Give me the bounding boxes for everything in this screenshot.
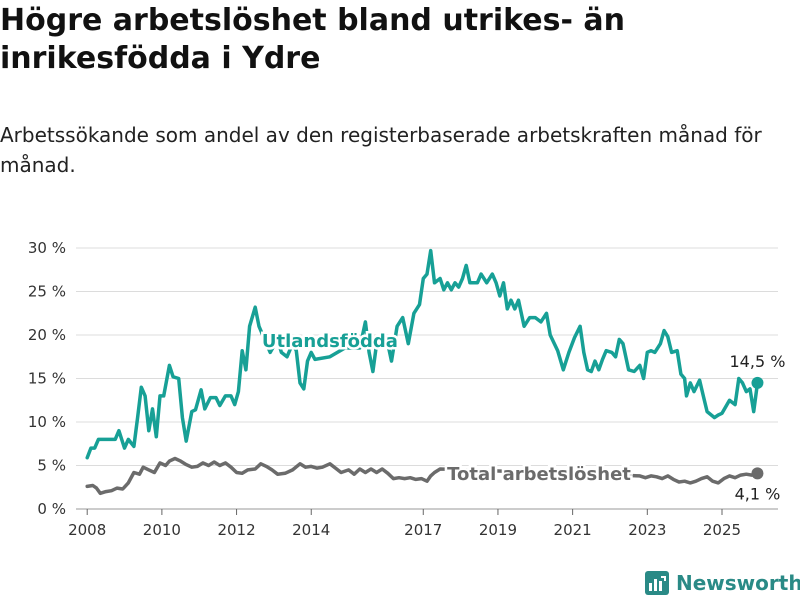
y-tick-label: 25 %	[28, 283, 66, 301]
chart-subtitle: Arbetssökande som andel av den registerb…	[0, 123, 762, 177]
series-lines: 14,5 % 4,1 %	[85, 248, 786, 503]
x-tick-label: 2017	[404, 521, 442, 539]
x-tick-label: 2012	[217, 521, 255, 539]
x-tick-label: 2019	[479, 521, 517, 539]
series-end-point-total-arbetsl-shet	[751, 467, 764, 480]
x-tick-label: 2010	[143, 521, 181, 539]
x-tick-label: 2008	[68, 521, 106, 539]
series-annotation-label: Total arbetslöshet	[447, 464, 631, 485]
newsworthy-logo-icon	[645, 571, 669, 595]
series-line-total-arbetsl-shet	[85, 456, 760, 496]
y-tick-label: 5 %	[37, 457, 66, 475]
series-line-utlandsf-dda	[85, 248, 760, 460]
series-end-label-total-arbetsl-shet: 4,1 %	[735, 484, 781, 503]
y-tick-label: 30 %	[28, 239, 66, 257]
y-tick-label: 0 %	[37, 500, 66, 518]
x-axis: 2008 2010 2012 2014 2017 2019 2021 2023 2025	[68, 509, 741, 539]
chart-title: Högre arbetslöshet bland utrikes- än inr…	[0, 3, 625, 76]
series-annotations: Utlandsfödda Total arbetslöshet	[259, 329, 633, 488]
grid-lines	[76, 247, 778, 510]
x-tick-label: 2021	[554, 521, 592, 539]
x-tick-label: 2025	[703, 521, 741, 539]
y-tick-label: 15 %	[28, 370, 66, 388]
y-axis-tick-labels: 0 % 5 % 10 % 15 % 20 % 25 % 30 %	[28, 239, 66, 518]
series-end-label-utlandsf-dda: 14,5 %	[730, 352, 786, 371]
x-tick-label: 2014	[292, 521, 330, 539]
y-tick-label: 20 %	[28, 326, 66, 344]
x-tick-label: 2023	[628, 521, 666, 539]
newsworthy-logo: Newsworthy	[644, 568, 800, 598]
series-annotation-label: Utlandsfödda	[262, 331, 398, 352]
newsworthy-logo-text: Newsworthy	[676, 571, 800, 595]
series-end-point-utlandsf-dda	[751, 376, 764, 389]
y-tick-label: 10 %	[28, 413, 66, 431]
